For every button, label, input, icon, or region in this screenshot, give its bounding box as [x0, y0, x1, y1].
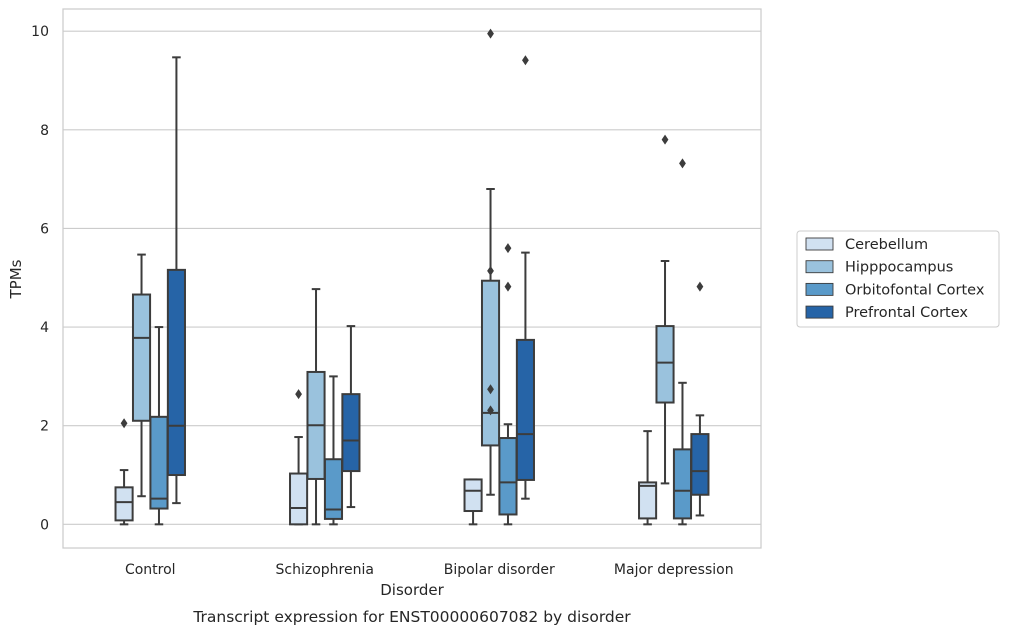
box-prefrontal-cortex — [341, 393, 361, 473]
box-orbitofontal-cortex — [672, 448, 693, 520]
box-orbitofontal-cortex — [498, 437, 518, 516]
box-orbitofontal-cortex-outlier-point — [679, 158, 686, 169]
y-tick-label: 6 — [40, 221, 49, 237]
x-tick-label: Control — [125, 562, 176, 578]
box-prefrontal-cortex — [166, 268, 186, 477]
box-prefrontal-cortex — [515, 338, 535, 481]
box-prefrontal-cortex — [690, 433, 710, 496]
legend-label: Prefrontal Cortex — [845, 305, 968, 321]
legend-frame — [796, 230, 1000, 328]
y-tick-label: 2 — [40, 419, 49, 435]
y-tick-label: 0 — [40, 517, 49, 533]
box-hipppocampus-outlier-point — [487, 405, 494, 416]
box-orbitofontal-cortex — [323, 458, 344, 520]
x-tick-label: Major depression — [614, 562, 734, 578]
box-cerebellum — [114, 486, 134, 522]
y-axis-ticks: 0 2 4 6 8 10 — [31, 24, 49, 533]
box-orbitofontal-cortex-outlier-point — [504, 281, 512, 292]
box-orbitofontal-cortex-outlier-point — [504, 243, 512, 254]
box-hipppocampus — [655, 325, 675, 404]
legend-label: Cerebellum — [845, 237, 928, 253]
box-hipppocampus-outlier-point — [487, 28, 494, 39]
box-prefrontal-cortex-outlier-point — [696, 281, 704, 292]
box-cerebellum-outlier-point — [295, 389, 302, 400]
box-plot-area — [114, 28, 710, 526]
legend-label: Orbitofontal Cortex — [845, 282, 985, 298]
legend-swatch — [805, 237, 834, 251]
box-cerebellum — [463, 478, 483, 513]
plot-frame — [62, 8, 762, 549]
x-axis-ticks: Control Schizophrenia Bipolar disorder Majo… — [125, 562, 734, 578]
y-tick-label: 10 — [31, 24, 49, 40]
box-hipppocampus-outlier-point — [661, 134, 669, 145]
box-orbitofontal-cortex — [149, 415, 169, 510]
x-tick-label: Schizophrenia — [276, 562, 374, 578]
box-hipppocampus — [131, 293, 152, 422]
legend-label: Hipppocampus — [845, 260, 953, 276]
x-axis-label: Disorder — [380, 581, 444, 599]
box-hipppocampus-outlier-point — [487, 265, 494, 276]
box-prefrontal-cortex-outlier-point — [522, 55, 529, 66]
legend: Cerebellum Hipppocampus Orbitofontal Corte… — [796, 230, 1000, 328]
x-tick-label: Bipolar disorder — [444, 562, 555, 578]
box-hipppocampus-outlier-point — [487, 384, 494, 395]
y-tick-label: 8 — [40, 123, 49, 139]
legend-swatch — [805, 260, 834, 274]
legend-swatch — [805, 305, 834, 319]
y-tick-label: 4 — [40, 320, 49, 336]
box-cerebellum-outlier-point — [120, 418, 128, 429]
y-axis-label: TPMs — [7, 259, 25, 299]
chart-caption: Transcript expression for ENST0000060708… — [192, 608, 631, 626]
box-cerebellum — [289, 472, 309, 526]
box-cerebellum — [638, 481, 658, 520]
legend-swatch — [805, 282, 834, 296]
box-hipppocampus — [480, 279, 501, 447]
